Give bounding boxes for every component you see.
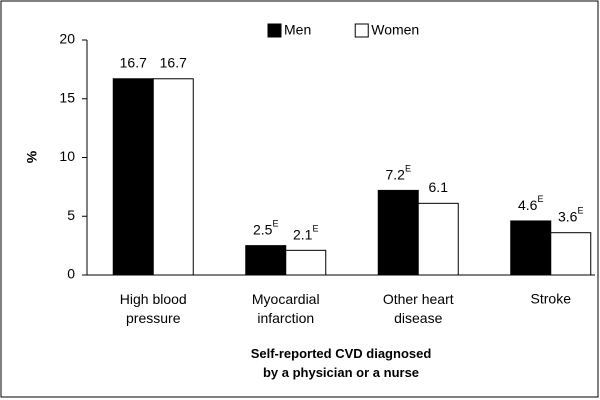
- y-tick-label: 20: [59, 31, 75, 47]
- y-tick-label: 0: [67, 266, 75, 282]
- value-label: 2.1E: [293, 224, 318, 242]
- bar: [112, 78, 154, 276]
- value-label: 16.7: [120, 54, 147, 70]
- value-label: 3.6E: [558, 206, 583, 224]
- x-tick-label: High blood pressure: [120, 291, 187, 326]
- x-tick-label: Myocardial infarction: [252, 291, 320, 326]
- y-tick-label: 10: [59, 148, 75, 164]
- legend-label: Men: [284, 22, 311, 38]
- bar: [285, 249, 327, 276]
- value-label: 16.7: [160, 54, 187, 70]
- value-label: 6.1: [429, 179, 449, 195]
- value-label: 2.5E: [253, 219, 278, 237]
- legend-label: Women: [371, 22, 419, 38]
- x-axis-label: Self-reported CVD diagnosed by a physicia…: [251, 346, 432, 380]
- y-axis-label: %: [24, 150, 40, 163]
- value-label: 7.2E: [386, 164, 411, 182]
- x-tick-label: Stroke: [531, 291, 572, 307]
- bar: [377, 189, 419, 276]
- y-tick-label: 15: [59, 89, 75, 105]
- bar: [550, 232, 592, 276]
- bar: [417, 202, 459, 276]
- bar: [510, 220, 552, 276]
- bar: [245, 245, 287, 276]
- legend-swatch: [354, 23, 369, 38]
- bar: [152, 78, 194, 276]
- legend-swatch: [267, 23, 282, 38]
- y-tick-label: 5: [67, 207, 75, 223]
- x-tick-label: Other heart disease: [383, 291, 454, 326]
- value-label: 4.6E: [518, 194, 543, 212]
